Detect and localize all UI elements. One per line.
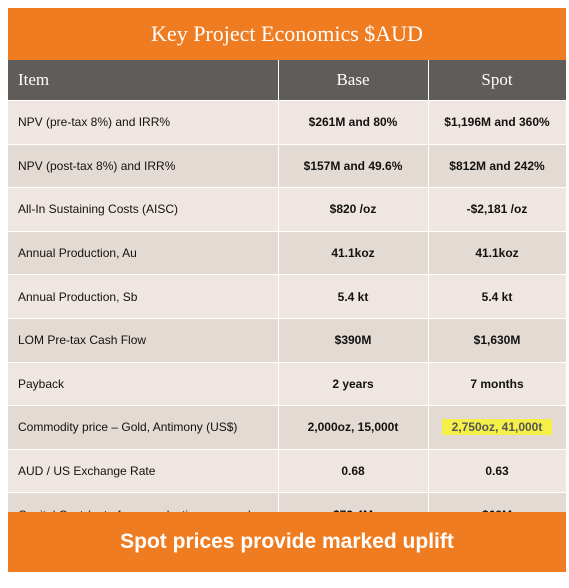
cell-text: Commodity price – Gold, Antimony (US$): [18, 420, 238, 435]
title: Key Project Economics $AUD: [151, 21, 423, 46]
cell-text: NPV (pre-tax 8%) and IRR%: [18, 115, 171, 130]
table-row: Annual Production, Sb 5.4 kt 5.4 kt: [8, 274, 567, 319]
value-cell: 41.1koz: [278, 230, 429, 275]
cell-text: 0.68: [341, 464, 365, 479]
table-row: AUD / US Exchange Rate 0.68 0.63: [8, 448, 567, 493]
table-row: NPV (post-tax 8%) and IRR% $157M and 49.6…: [8, 143, 567, 188]
item-cell: NPV (pre-tax 8%) and IRR%: [8, 100, 279, 145]
value-cell: 0.63: [428, 448, 567, 493]
value-cell: $1,196M and 360%: [428, 100, 567, 145]
economics-table: Item Base Spot NPV (pre-tax 8%) and IRR% $2…: [8, 60, 567, 536]
value-cell: 5.4 kt: [278, 274, 429, 319]
value-cell: 7 months: [428, 361, 567, 406]
cell-text: $157M and 49.6%: [303, 158, 403, 173]
value-cell: $157M and 49.6%: [278, 143, 429, 188]
cell-text: 2 years: [332, 376, 374, 391]
value-cell: 0.68: [278, 448, 429, 493]
table-row: NPV (pre-tax 8%) and IRR% $261M and 80% $1…: [8, 100, 567, 145]
table-row: All-In Sustaining Costs (AISC) $820 /oz -$…: [8, 187, 567, 232]
cell-text: $390M: [334, 333, 372, 348]
banner-text: Spot prices provide marked uplift: [120, 530, 454, 553]
cell-text: $820 /oz: [329, 202, 377, 217]
item-cell: Annual Production, Au: [8, 230, 279, 275]
table-row: LOM Pre-tax Cash Flow $390M $1,630M: [8, 317, 567, 363]
cell-text: Annual Production, Sb: [18, 289, 138, 304]
table-body: NPV (pre-tax 8%) and IRR% $261M and 80% $1…: [8, 100, 567, 536]
item-cell: AUD / US Exchange Rate: [8, 448, 279, 493]
cell-text: $261M and 80%: [308, 115, 398, 130]
value-cell: -$2,181 /oz: [428, 187, 567, 232]
value-cell: 2,000oz, 15,000t: [278, 405, 429, 450]
value-cell: 2,750oz, 41,000t: [428, 405, 567, 450]
banner: Spot prices provide marked uplift: [8, 512, 566, 572]
table-row: Payback 2 years 7 months: [8, 361, 567, 406]
column-header: Item: [8, 60, 279, 101]
column-header: Spot: [428, 60, 567, 101]
cell-text: $1,630M: [473, 333, 521, 348]
cell-text: Payback: [18, 376, 65, 391]
cell-text: $1,196M and 360%: [444, 115, 550, 130]
value-cell: $820 /oz: [278, 187, 429, 232]
cell-text: LOM Pre-tax Cash Flow: [18, 333, 147, 348]
table-row: Annual Production, Au 41.1koz 41.1koz: [8, 230, 567, 275]
item-cell: LOM Pre-tax Cash Flow: [8, 317, 279, 363]
value-cell: 41.1koz: [428, 230, 567, 275]
value-cell: $390M: [278, 317, 429, 363]
cell-text: 5.4 kt: [337, 289, 369, 304]
value-cell: $812M and 242%: [428, 143, 567, 188]
cell-text: 2,750oz, 41,000t: [441, 419, 553, 436]
cell-text: $812M and 242%: [449, 158, 545, 173]
value-cell: 5.4 kt: [428, 274, 567, 319]
cell-text: 2,000oz, 15,000t: [307, 420, 399, 435]
item-cell: Payback: [8, 361, 279, 406]
cell-text: 0.63: [485, 464, 509, 479]
cell-text: 41.1koz: [331, 246, 375, 261]
item-cell: Annual Production, Sb: [8, 274, 279, 319]
cell-text: NPV (post-tax 8%) and IRR%: [18, 158, 176, 173]
cell-text: -$2,181 /oz: [466, 202, 528, 217]
title-bar: Key Project Economics $AUD: [8, 8, 566, 60]
column-header: Base: [278, 60, 429, 101]
header-row: Item Base Spot: [8, 60, 567, 101]
cell-text: Annual Production, Au: [18, 246, 137, 261]
value-cell: 2 years: [278, 361, 429, 406]
table-row: Commodity price – Gold, Antimony (US$) 2,…: [8, 405, 567, 450]
cell-text: AUD / US Exchange Rate: [18, 464, 156, 479]
cell-text: All-In Sustaining Costs (AISC): [18, 202, 179, 217]
cell-text: 7 months: [470, 376, 524, 391]
item-cell: NPV (post-tax 8%) and IRR%: [8, 143, 279, 188]
cell-text: 41.1koz: [475, 246, 519, 261]
cell-text: 5.4 kt: [481, 289, 513, 304]
value-cell: $1,630M: [428, 317, 567, 363]
item-cell: All-In Sustaining Costs (AISC): [8, 187, 279, 232]
item-cell: Commodity price – Gold, Antimony (US$): [8, 405, 279, 450]
value-cell: $261M and 80%: [278, 100, 429, 145]
